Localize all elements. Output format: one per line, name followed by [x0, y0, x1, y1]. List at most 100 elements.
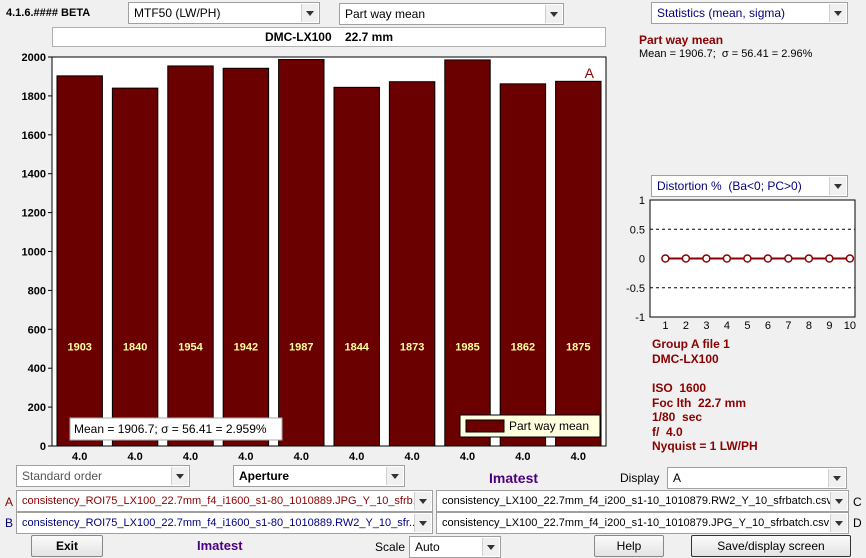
y-tick-label: 0: [639, 254, 645, 266]
bar: [278, 59, 325, 447]
x-tick-label: 4.0: [404, 451, 419, 463]
file-c-select[interactable]: consistency_LX100_22.7mm_f4_i200_s1-10_1…: [436, 490, 849, 512]
info-iso: ISO 1600: [652, 381, 707, 395]
metric-select-value: MTF50 (LW/PH): [134, 6, 221, 20]
bar: [167, 65, 214, 447]
bar-data-label: 1985: [455, 342, 479, 354]
distortion-point: [845, 254, 855, 263]
info-shutter: 1/80 sec: [652, 410, 703, 424]
imatest-bottom-label: Imatest: [197, 538, 243, 553]
distortion-point: [661, 254, 670, 263]
distortion-select[interactable]: Distortion % (Ba<0; PC>0): [651, 175, 848, 197]
y-tick-label: 800: [28, 285, 46, 297]
x-tick-label: 4.0: [294, 451, 309, 463]
chevron-down-icon: [830, 492, 847, 510]
bar: [444, 59, 491, 447]
distortion-point: [743, 254, 752, 263]
x-tick-label: 4.0: [349, 451, 364, 463]
file-d-value: consistency_LX100_22.7mm_f4_i200_s1-10_1…: [442, 517, 830, 529]
distortion-point: [681, 254, 691, 263]
distortion-point: [722, 254, 732, 263]
y-tick-label: 1800: [22, 91, 46, 103]
bar-data-label: 1840: [123, 342, 147, 354]
metric-select[interactable]: MTF50 (LW/PH): [128, 2, 320, 24]
display-select[interactable]: A: [667, 467, 847, 489]
y-tick-label: 0: [40, 441, 46, 453]
file-c-value: consistency_LX100_22.7mm_f4_i200_s1-10_1…: [442, 495, 832, 507]
statistics-select[interactable]: Statistics (mean, sigma): [651, 2, 848, 24]
bar: [333, 86, 380, 447]
file-b-select[interactable]: consistency_ROI75_LX100_22.7mm_f4_i1600_…: [16, 512, 433, 534]
bar-data-label: 1987: [289, 342, 313, 354]
display-label: Display: [620, 471, 660, 485]
corner-annotation: A: [585, 65, 595, 81]
chevron-down-icon: [171, 467, 188, 485]
y-tick-label: 400: [28, 363, 46, 375]
chevron-down-icon: [545, 5, 562, 23]
distortion-point: [702, 254, 711, 263]
statistics-select-value: Statistics (mean, sigma): [657, 6, 786, 20]
y-tick-label: 1200: [22, 208, 46, 220]
x-tick-label: 2: [683, 320, 689, 332]
exit-button[interactable]: Exit: [31, 535, 103, 557]
bar-data-label: 1873: [400, 342, 424, 354]
y-tick-label: 2000: [22, 52, 46, 64]
bar-data-label: 1954: [178, 342, 203, 354]
scale-label: Scale: [375, 540, 406, 554]
chevron-down-icon: [829, 177, 846, 195]
bar-data-label: 1862: [511, 342, 535, 354]
display-select-value: A: [673, 471, 682, 485]
x-tick-label: 4: [724, 320, 730, 332]
chevron-down-icon: [301, 4, 318, 22]
info-nyquist: Nyquist = 1 LW/PH: [652, 439, 758, 453]
y-tick-label: 0.5: [630, 224, 645, 236]
y-tick-label: 600: [28, 324, 46, 336]
legend-label: Part way mean: [509, 419, 589, 433]
x-tick-label: 1: [662, 320, 668, 332]
x-tick-label: 4.0: [515, 451, 530, 463]
distortion-point: [804, 254, 814, 263]
y-tick-label: 1000: [22, 247, 46, 259]
info-block: Group A file 1 DMC-LX100 ISO 1600 Foc lt…: [652, 337, 758, 454]
y-tick-label: 1600: [22, 130, 46, 142]
scale-select[interactable]: Auto: [409, 536, 501, 558]
x-tick-label: 9: [826, 320, 832, 332]
info-group: Group A file 1: [652, 337, 730, 351]
mean-box: [69, 417, 283, 441]
xaxis-select[interactable]: Aperture: [233, 465, 405, 487]
camera-title: DMC-LX100 22.7 mm: [264, 30, 394, 44]
x-tick-label: 4.0: [571, 451, 586, 463]
version-label: 4.1.6.#### BETA: [6, 7, 91, 19]
bar-data-label: 1903: [67, 342, 91, 354]
file-d-select[interactable]: consistency_LX100_22.7mm_f4_i200_s1-10_1…: [436, 512, 849, 534]
distortion-point: [825, 254, 834, 263]
stats-summary: Mean = 1906.7; σ = 56.41 = 2.96%: [639, 48, 813, 60]
x-tick-label: 7: [785, 320, 791, 332]
order-select[interactable]: Standard order: [16, 465, 190, 487]
x-tick-label: 4.0: [460, 451, 475, 463]
x-tick-label: 4.0: [72, 451, 87, 463]
bar-data-label: 1844: [344, 342, 369, 354]
help-button[interactable]: Help: [594, 535, 664, 557]
y-tick-label: 1: [639, 195, 645, 207]
file-c-label: C: [853, 495, 862, 509]
info-aperture: f/ 4.0: [652, 424, 683, 439]
order-select-value: Standard order: [22, 469, 103, 483]
bar: [388, 81, 436, 447]
distortion-chart: 1 0.5 0 -0.5 -1 1 2 3 4 5 6 7 8 9 10: [626, 195, 856, 332]
imatest-label: Imatest: [489, 470, 539, 486]
file-a-select[interactable]: consistency_ROI75_LX100_22.7mm_f4_i1600_…: [16, 490, 433, 512]
chevron-down-icon: [829, 4, 846, 22]
file-d-label: D: [853, 516, 862, 530]
bar: [56, 75, 103, 447]
x-tick-label: 4.0: [127, 451, 142, 463]
chevron-down-icon: [414, 514, 431, 532]
info-focal: Foc lth 22.7 mm: [652, 395, 747, 410]
chevron-down-icon: [414, 492, 431, 510]
mode-select[interactable]: Part way mean: [339, 3, 564, 25]
x-tick-label: 3: [703, 320, 709, 332]
bar: [111, 87, 159, 447]
x-tick-label: 4.0: [183, 451, 198, 463]
chevron-down-icon: [830, 514, 847, 532]
save-display-button[interactable]: Save/display screen: [691, 535, 851, 557]
